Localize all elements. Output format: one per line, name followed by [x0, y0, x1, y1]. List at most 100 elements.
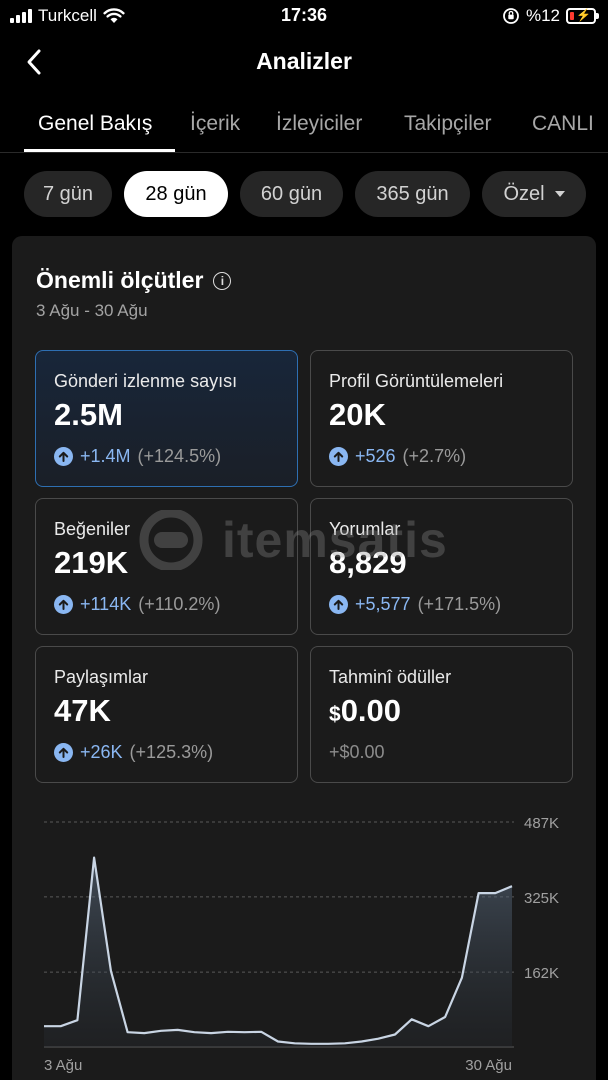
- metric-shares[interactable]: Paylaşımlar 47K +26K (+125.3%): [35, 646, 298, 783]
- chart-data-point: [226, 1030, 230, 1034]
- metric-comments[interactable]: Yorumlar 8,829 +5,577 (+171.5%): [310, 498, 573, 635]
- battery-percent: %12: [525, 6, 560, 25]
- metric-delta: +526 (+2.7%): [329, 446, 466, 467]
- period-7-days[interactable]: 7 gün: [24, 171, 112, 217]
- metric-label: Paylaşımlar: [54, 667, 149, 687]
- currency-symbol: $: [329, 703, 341, 726]
- chart-data-point: [393, 1033, 397, 1037]
- chart-series-line: [44, 856, 513, 1045]
- period-60-days[interactable]: 60 gün: [240, 171, 343, 217]
- metric-likes[interactable]: Beğeniler 219K +114K (+110.2%): [35, 498, 298, 635]
- info-icon[interactable]: i: [213, 271, 232, 290]
- metric-value: 20K: [329, 397, 386, 432]
- chart-data-point: [410, 1017, 414, 1021]
- chart-data-point: [293, 1041, 297, 1045]
- orientation-lock-icon: [503, 8, 519, 24]
- period-custom-dropdown[interactable]: Özel: [482, 171, 586, 217]
- signal-icon: [10, 9, 32, 23]
- metric-delta: +5,577 (+171.5%): [329, 594, 501, 615]
- chart-data-point: [92, 856, 96, 860]
- chart-data-point: [426, 1024, 430, 1028]
- chart-data-point: [443, 1015, 447, 1019]
- metric-value: 2.5M: [54, 397, 123, 432]
- tab-bar: Genel Bakış İçerik İzleyiciler Takipçile…: [0, 100, 608, 153]
- header: Analizler: [0, 38, 608, 86]
- metric-post-views[interactable]: Gönderi izlenme sayısı 2.5M +1.4M (+124.…: [35, 350, 298, 487]
- metric-estimated-rewards[interactable]: Tahminî ödüller $0.00 +$0.00: [310, 646, 573, 783]
- metric-label: Yorumlar: [329, 519, 401, 539]
- chart-data-point: [159, 1029, 163, 1033]
- tab-live[interactable]: CANLI: [532, 112, 594, 135]
- chart-data-point: [75, 1018, 79, 1022]
- chart-data-point: [42, 1024, 46, 1028]
- arrow-up-icon: [329, 595, 348, 614]
- metric-delta: +26K (+125.3%): [54, 742, 213, 763]
- chip-label: 28 gün: [145, 182, 207, 205]
- tab-content[interactable]: İçerik: [190, 112, 241, 135]
- delta-percent: (+110.2%): [138, 594, 221, 614]
- metric-value: 219K: [54, 545, 129, 580]
- delta-value: +114K: [80, 594, 132, 614]
- delta-percent: (+125.3%): [129, 742, 214, 762]
- metric-label: Tahminî ödüller: [329, 667, 452, 687]
- chart-data-point: [209, 1031, 213, 1035]
- y-tick-label: 162K: [524, 965, 559, 982]
- carrier-name: Turkcell: [38, 6, 97, 25]
- metric-label: Gönderi izlenme sayısı: [54, 371, 238, 391]
- chart-data-point: [460, 976, 464, 980]
- battery-icon: ⚡: [566, 8, 599, 24]
- date-range: 3 Ağu - 30 Ağu: [36, 301, 148, 320]
- metric-value: $0.00: [329, 693, 401, 729]
- period-365-days[interactable]: 365 gün: [355, 171, 470, 217]
- chart-data-point: [326, 1042, 330, 1046]
- delta-value: +26K: [80, 742, 123, 762]
- chart-data-point: [59, 1024, 63, 1028]
- chart-data-point: [343, 1041, 347, 1045]
- metric-profile-views[interactable]: Profil Görüntülemeleri 20K +526 (+2.7%): [310, 350, 573, 487]
- metric-label: Beğeniler: [54, 519, 131, 539]
- wifi-icon: [103, 8, 125, 23]
- post-views-chart[interactable]: 487K 325K 162K 3 Ağu 30 Ağu: [12, 802, 596, 1080]
- metric-label: Profil Görüntülemeleri: [329, 371, 504, 391]
- back-button[interactable]: [18, 46, 50, 78]
- chart-data-point: [192, 1030, 196, 1034]
- tab-viewers[interactable]: İzleyiciler: [276, 112, 363, 135]
- chart-data-point: [360, 1039, 364, 1043]
- chart-area-fill: [44, 857, 512, 1047]
- arrow-up-icon: [54, 447, 73, 466]
- chart-data-point: [259, 1030, 263, 1034]
- chart-data-point: [376, 1037, 380, 1041]
- active-tab-indicator: [24, 149, 175, 152]
- arrow-up-icon: [329, 447, 348, 466]
- chart-data-point: [309, 1042, 313, 1046]
- arrow-up-icon: [54, 743, 73, 762]
- chart-data-point: [276, 1039, 280, 1043]
- delta-value: +5,577: [355, 594, 411, 614]
- x-tick-label: 30 Ağu: [465, 1057, 512, 1074]
- tab-overview[interactable]: Genel Bakış: [38, 112, 153, 135]
- period-28-days[interactable]: 28 gün: [124, 171, 228, 217]
- metric-delta: +$0.00: [329, 742, 385, 763]
- metric-value: 47K: [54, 693, 111, 728]
- delta-percent: (+2.7%): [402, 446, 467, 466]
- y-tick-label: 325K: [524, 890, 559, 907]
- chart-data-point: [142, 1031, 146, 1035]
- x-tick-label: 3 Ağu: [44, 1057, 82, 1074]
- delta-percent: (+124.5%): [137, 446, 222, 466]
- delta-value: +$0.00: [329, 742, 385, 762]
- card-title-text: Önemli ölçütler: [36, 267, 204, 293]
- chip-label: Özel: [503, 182, 545, 205]
- clock: 17:36: [280, 5, 328, 25]
- chevron-left-icon: [27, 49, 41, 75]
- delta-value: +526: [355, 446, 396, 466]
- card-title: Önemli ölçütler i: [36, 267, 232, 294]
- status-bar: Turkcell 17:36 %12 ⚡: [0, 0, 608, 32]
- y-tick-label: 487K: [524, 815, 559, 832]
- metric-value-number: 0.00: [340, 693, 402, 728]
- chip-label: 365 gün: [376, 182, 449, 205]
- tab-followers[interactable]: Takipçiler: [404, 112, 492, 135]
- chart-data-point: [510, 884, 514, 888]
- chart-data-point: [493, 891, 497, 895]
- chart-data-point: [243, 1030, 247, 1034]
- chip-label: 60 gün: [260, 182, 323, 205]
